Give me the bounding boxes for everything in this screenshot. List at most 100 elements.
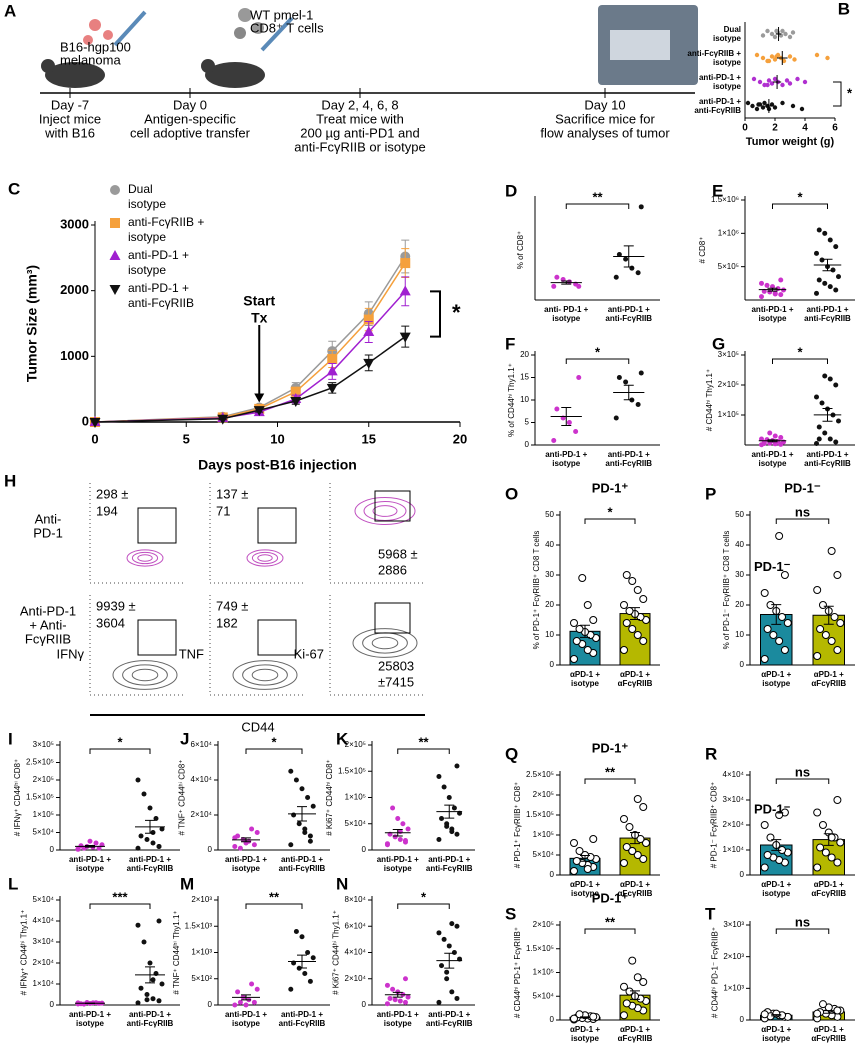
point: [792, 57, 797, 62]
y-tick-label: 1×10⁴: [723, 845, 745, 854]
point: [814, 250, 819, 256]
sem-bar: [297, 806, 307, 822]
point: [327, 353, 338, 364]
point: [620, 982, 628, 991]
point: [814, 394, 819, 400]
y-tick-label: 2×10⁵: [345, 740, 366, 749]
contour: [363, 501, 407, 521]
point: [639, 637, 648, 645]
point: [620, 815, 628, 823]
timeline-label: Day 2, 4, 6, 8: [321, 97, 398, 112]
point: [150, 996, 156, 1002]
point: [830, 267, 836, 273]
significance-bracket: [245, 903, 303, 909]
point: [288, 842, 294, 848]
y-axis-label: # Ki67⁺ CD44ʰⁱ Thy1.1⁺: [332, 910, 341, 995]
point: [813, 808, 822, 817]
timeline-label: flow analyses of tumor: [540, 125, 670, 140]
point: [635, 402, 641, 407]
y-tick-label: 1×10⁵: [533, 830, 554, 839]
y-tick-label: 1.5×10⁵: [338, 766, 366, 775]
point: [254, 830, 260, 835]
point: [144, 837, 150, 842]
point: [384, 841, 390, 847]
point: [363, 358, 375, 369]
point: [633, 973, 642, 982]
sem-bar: [630, 607, 640, 620]
significance-label: *: [452, 300, 461, 325]
significance-bracket: [397, 903, 450, 909]
y-tick-label: 0: [550, 1015, 555, 1024]
row-label: PD-1: [33, 525, 63, 540]
sem-bar: [623, 384, 634, 401]
point: [384, 982, 390, 988]
point: [625, 607, 634, 615]
point: [566, 420, 572, 425]
point: [232, 835, 238, 841]
point: [290, 386, 301, 397]
point: [384, 1001, 390, 1007]
category-label: anti-FcγRIIB: [279, 864, 326, 873]
point: [583, 601, 592, 609]
contour: [246, 549, 284, 567]
panel-letter: L: [8, 874, 18, 893]
point: [767, 430, 773, 436]
gate: [137, 619, 177, 656]
y-tick-label: 1×10⁵: [533, 968, 554, 977]
syringe: [260, 16, 294, 52]
category-label: αPD-1 +: [814, 880, 844, 889]
point: [397, 837, 403, 842]
point: [750, 103, 755, 109]
point: [109, 285, 121, 295]
point: [765, 28, 770, 34]
category-label: anti-FcγRIIB +: [687, 49, 741, 58]
gate-value: 25803: [378, 658, 414, 673]
category-label: αPD-1 +: [570, 670, 600, 679]
point: [778, 613, 787, 621]
point: [449, 989, 455, 995]
category-label: isotype: [232, 864, 261, 873]
panel-letter: M: [180, 874, 194, 893]
x-axis-label: Tumor weight (g): [746, 136, 835, 148]
y-tick-label: 1×10⁶: [718, 228, 739, 237]
gate-value: 298 ±: [96, 486, 128, 501]
point: [291, 812, 297, 818]
category-label: αFcγRIIB: [811, 889, 846, 898]
point: [622, 571, 631, 579]
panel-letter: F: [505, 334, 515, 353]
significance-bracket: [833, 81, 842, 107]
contour: [232, 660, 298, 690]
significance-bracket: [430, 290, 441, 338]
timeline-label: Day -7: [51, 97, 89, 112]
timeline-label: Treat mice with: [316, 111, 404, 126]
y-tick-label: 2×10⁵: [533, 790, 554, 799]
category-label: isotype: [76, 864, 105, 873]
timeline-label: Antigen-specific: [144, 111, 236, 126]
point: [109, 250, 121, 260]
point: [135, 845, 141, 851]
y-tick-label: 50: [545, 510, 554, 519]
category-label: isotype: [552, 459, 581, 468]
point: [781, 439, 786, 445]
point: [760, 105, 766, 110]
t-cell: [238, 8, 252, 22]
point: [772, 433, 778, 439]
legend-label: anti-FcγRIIB +: [128, 215, 204, 229]
point: [436, 999, 442, 1005]
y-axis-label: # TNF⁺ CD44ʰⁱ Thy1.1⁺: [172, 910, 181, 994]
category-label: anti-PD-1 +: [699, 97, 741, 106]
legend-label: Dual: [128, 182, 153, 196]
row-label: FcγRIIB: [25, 631, 71, 646]
point: [446, 795, 452, 800]
y-tick-label: 4×10⁴: [723, 770, 745, 779]
point: [570, 1014, 578, 1023]
significance-bracket: [245, 748, 303, 754]
point: [446, 943, 452, 949]
y-tick-label: 0: [208, 1000, 213, 1009]
tumor-cell: [89, 19, 101, 31]
significance-bracket: [584, 518, 636, 524]
point: [833, 796, 842, 804]
category-label: anti-PD-1 +: [806, 450, 848, 459]
y-tick-label: 6×10⁴: [345, 921, 367, 930]
